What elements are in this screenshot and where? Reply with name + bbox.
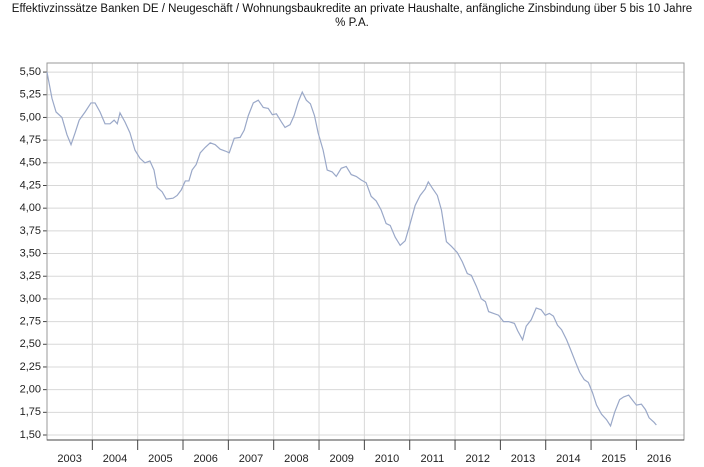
y-tick-label: 4,50 [20, 157, 41, 169]
x-tick-label: 2011 [421, 453, 445, 465]
chart-subtitle: % P.A. [335, 17, 369, 29]
x-tick-label: 2012 [465, 453, 489, 465]
y-tick-label: 3,25 [20, 270, 41, 282]
x-tick-label: 2016 [647, 453, 671, 465]
x-tick-label: 2015 [601, 453, 625, 465]
y-tick-label: 3,75 [20, 225, 41, 237]
x-tick-label: 2005 [148, 453, 172, 465]
y-tick-label: 5,00 [20, 111, 41, 123]
x-tick-label: 2007 [239, 453, 263, 465]
x-tick-label: 2006 [193, 453, 217, 465]
y-tick-label: 5,50 [20, 66, 41, 78]
y-tick-label: 3,00 [20, 293, 41, 305]
line-series [46, 71, 657, 428]
x-tick-label: 2008 [284, 453, 308, 465]
x-tick-label: 2014 [556, 453, 580, 465]
chart-title: Effektivzinssätze Banken DE / Neugeschäf… [11, 3, 693, 15]
y-tick-label: 2,00 [20, 384, 41, 396]
x-tick-label: 2010 [375, 453, 399, 465]
y-tick-label: 4,25 [20, 179, 41, 191]
y-tick-label: 5,25 [20, 89, 41, 101]
y-tick-label: 1,50 [20, 429, 41, 441]
y-tick-label: 3,50 [20, 247, 41, 259]
x-tick-label: 2009 [329, 453, 353, 465]
y-tick-label: 1,75 [20, 406, 41, 418]
y-tick-label: 2,25 [20, 361, 41, 373]
y-tick-label: 4,00 [20, 202, 41, 214]
y-tick-label: 2,50 [20, 338, 41, 350]
header: Effektivzinssätze Banken DE / Neugeschäf… [2, 2, 702, 30]
x-tick-label: 2013 [511, 453, 535, 465]
y-tick-label: 4,75 [20, 134, 41, 146]
x-tick-label: 2003 [57, 453, 81, 465]
x-tick-label: 2004 [103, 453, 127, 465]
y-tick-label: 2,75 [20, 315, 41, 327]
